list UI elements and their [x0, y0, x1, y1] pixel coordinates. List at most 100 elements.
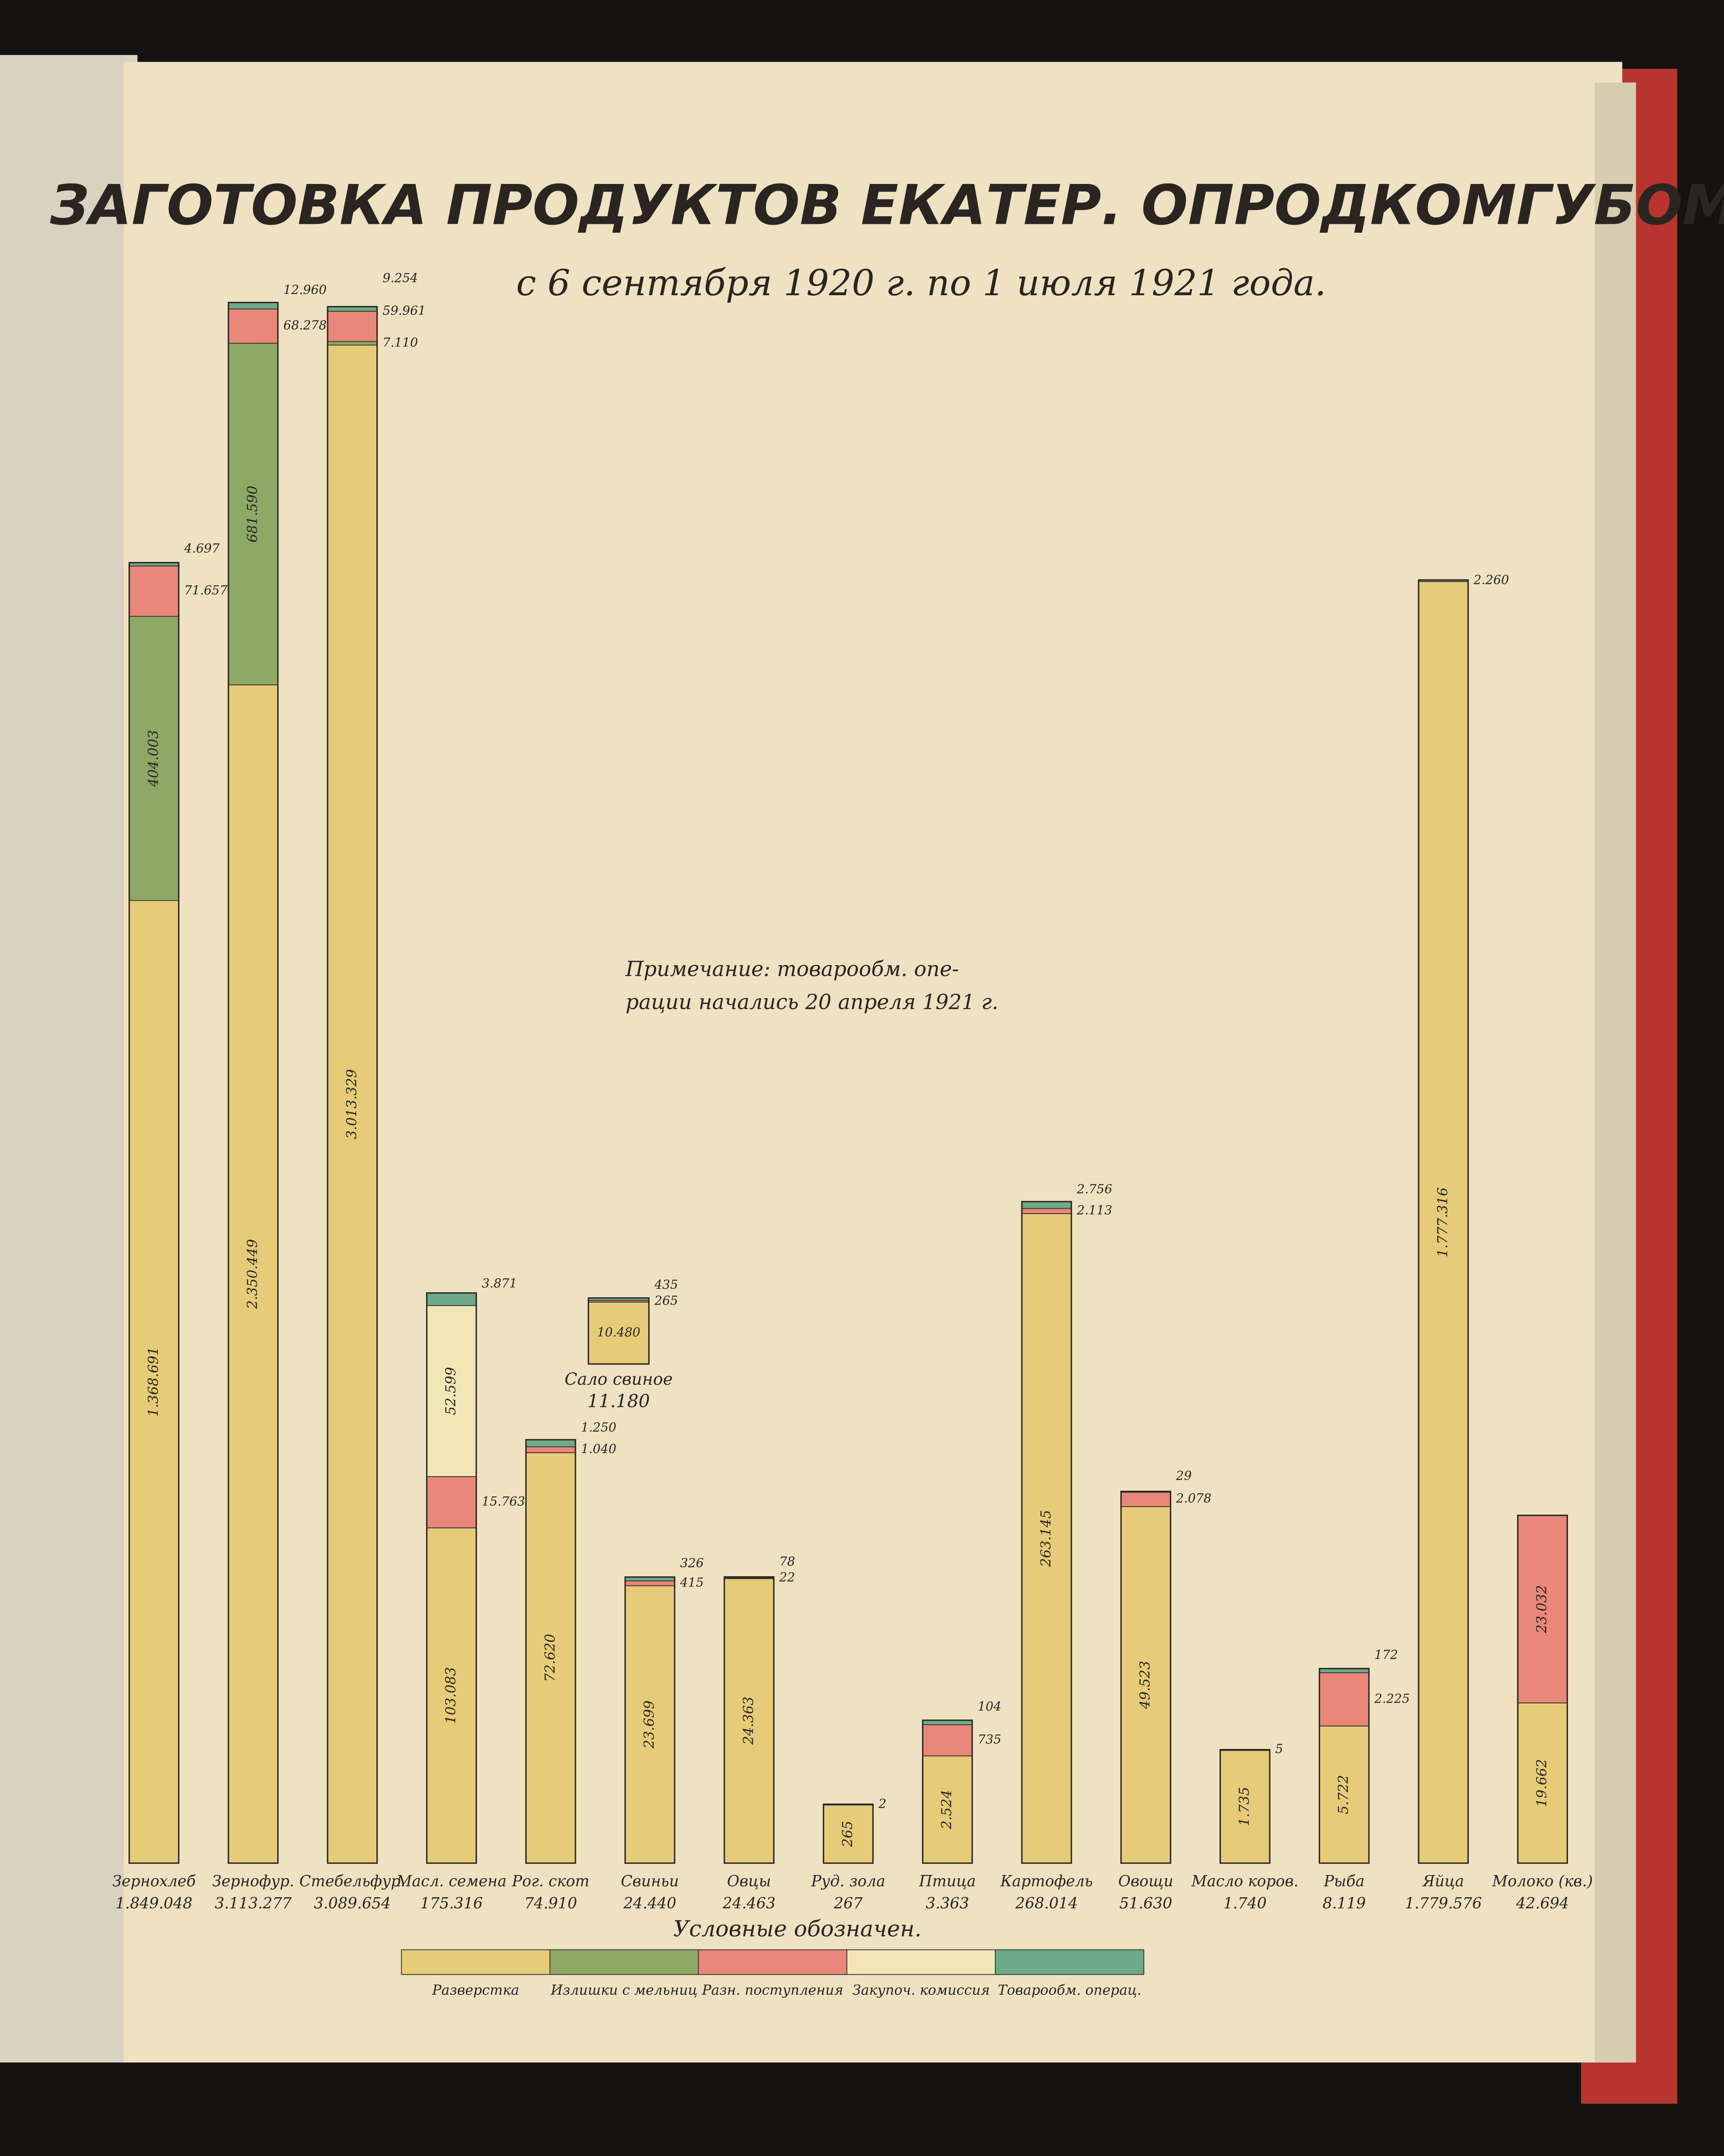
legend-swatch	[995, 1949, 1145, 1975]
x-tick-label: Яйца	[1422, 1873, 1464, 1890]
value-label: 263.145	[1038, 1510, 1054, 1567]
value-label: 3.013.329	[344, 1069, 360, 1139]
x-tick-label: Птица	[919, 1873, 976, 1890]
chart-title: ЗАГОТОВКА ПРОДУКТОВ ЕКАТЕР. ОПРОДКОМГУБО…	[50, 174, 1724, 238]
value-label: 2.350.449	[245, 1239, 261, 1309]
total-label: 1.849.048	[116, 1894, 193, 1912]
value-label: 68.278	[283, 318, 327, 332]
x-tick-label: Молоко (кв.)	[1492, 1873, 1593, 1890]
legend-label: Разверстка	[432, 1982, 519, 1998]
bar-segment	[228, 302, 278, 310]
value-label: 172	[1374, 1647, 1398, 1662]
legend-label: Товарообм. операц.	[998, 1982, 1142, 1998]
value-label: 49.523	[1137, 1661, 1153, 1709]
bar-outline	[922, 1719, 973, 1864]
value-label: 2.078	[1176, 1491, 1212, 1506]
bar-outline	[723, 1576, 775, 1864]
value-label: 103.083	[443, 1667, 459, 1724]
total-label: 51.630	[1119, 1894, 1172, 1912]
legend-label: Излишки с мельниц	[550, 1982, 697, 1998]
bar-segment	[1220, 1750, 1271, 1864]
x-tick-label: Картофель	[1000, 1873, 1093, 1890]
value-label: 24.363	[740, 1697, 756, 1745]
total-label: 268.014	[1015, 1894, 1078, 1912]
inset-total-label: 11.180	[587, 1391, 650, 1412]
total-label: 267	[833, 1894, 863, 1912]
total-label: 8.119	[1322, 1894, 1366, 1912]
x-tick-label: Масло коров.	[1191, 1873, 1298, 1890]
value-label: 72.620	[542, 1634, 558, 1682]
bar-outline	[327, 306, 378, 1864]
total-label: 3.113.277	[215, 1894, 292, 1912]
bar-outline	[525, 1439, 576, 1864]
value-label: 29	[1176, 1468, 1192, 1483]
bar-segment	[327, 344, 378, 1864]
bar-segment	[129, 616, 180, 901]
bar-segment	[723, 1578, 774, 1864]
total-label: 3.363	[926, 1894, 969, 1912]
bar-segment	[1418, 581, 1469, 1864]
legend-swatch	[549, 1949, 699, 1975]
value-label: 71.657	[184, 583, 228, 598]
inset-value-label: 435	[654, 1277, 678, 1292]
bar-segment	[1120, 1491, 1171, 1507]
value-label: 1.735	[1236, 1787, 1252, 1826]
bar-segment	[625, 1585, 675, 1864]
bar-segment	[922, 1724, 973, 1757]
bar-outline	[624, 1576, 676, 1864]
total-label: 1.779.576	[1405, 1894, 1482, 1912]
x-tick-label: Овощи	[1118, 1873, 1173, 1890]
chart-subtitle: с 6 сентября 1920 г. по 1 июля 1921 года…	[516, 262, 1326, 304]
bar-segment	[625, 1580, 675, 1586]
value-label: 23.699	[641, 1700, 657, 1749]
value-label: 2.113	[1076, 1203, 1112, 1218]
bar-outline	[1517, 1515, 1568, 1864]
bar-segment	[525, 1446, 576, 1453]
bar-segment	[1517, 1703, 1568, 1864]
bar-segment	[327, 306, 378, 312]
x-tick-label: Зернофур.	[212, 1873, 294, 1890]
value-label: 415	[680, 1575, 704, 1590]
value-label: 19.662	[1534, 1759, 1550, 1807]
bar-segment	[1319, 1672, 1369, 1726]
value-label: 1.040	[581, 1441, 617, 1456]
bar-outline	[1418, 579, 1469, 1864]
x-tick-label: Свиньи	[621, 1873, 679, 1890]
value-label: 265	[840, 1821, 856, 1847]
value-label: 3.871	[482, 1276, 517, 1291]
bar-segment	[1021, 1213, 1072, 1864]
value-label: 2	[878, 1796, 887, 1811]
value-label: 404.003	[145, 730, 161, 787]
bar-outline	[1220, 1749, 1271, 1864]
bar-segment	[922, 1755, 973, 1864]
bar-outline	[1021, 1201, 1072, 1864]
inset-value-label: 265	[654, 1293, 678, 1308]
value-label: 104	[977, 1699, 1001, 1714]
bar-segment	[426, 1476, 477, 1528]
x-tick-label: Рыба	[1323, 1873, 1364, 1890]
bar-outline	[1120, 1491, 1172, 1864]
value-label: 1.368.691	[145, 1347, 161, 1417]
annotation: Примечание: товарообм. опе-	[625, 957, 959, 981]
total-label: 24.440	[623, 1894, 676, 1912]
value-label: 1.777.316	[1435, 1187, 1450, 1258]
inset-value-label: 10.480	[597, 1325, 641, 1340]
value-label: 12.960	[283, 282, 327, 297]
total-label: 3.089.654	[314, 1894, 391, 1912]
x-tick-label: Стебельфур.	[299, 1873, 405, 1890]
value-label: 2.225	[1374, 1691, 1410, 1706]
bar-outline	[426, 1292, 477, 1864]
value-label: 78	[779, 1554, 795, 1569]
bar-outline	[823, 1803, 874, 1864]
x-tick-label: Рог. скот	[512, 1873, 590, 1890]
total-label: 1.740	[1224, 1894, 1267, 1912]
bar-outline	[227, 301, 279, 1864]
value-label: 735	[977, 1732, 1001, 1747]
bar-outline	[1318, 1668, 1370, 1864]
total-label: 175.316	[420, 1894, 483, 1912]
bar-segment	[1021, 1208, 1072, 1214]
total-label: 74.910	[524, 1894, 577, 1912]
bar-outline	[128, 562, 180, 1864]
total-label: 42.694	[1516, 1894, 1569, 1912]
